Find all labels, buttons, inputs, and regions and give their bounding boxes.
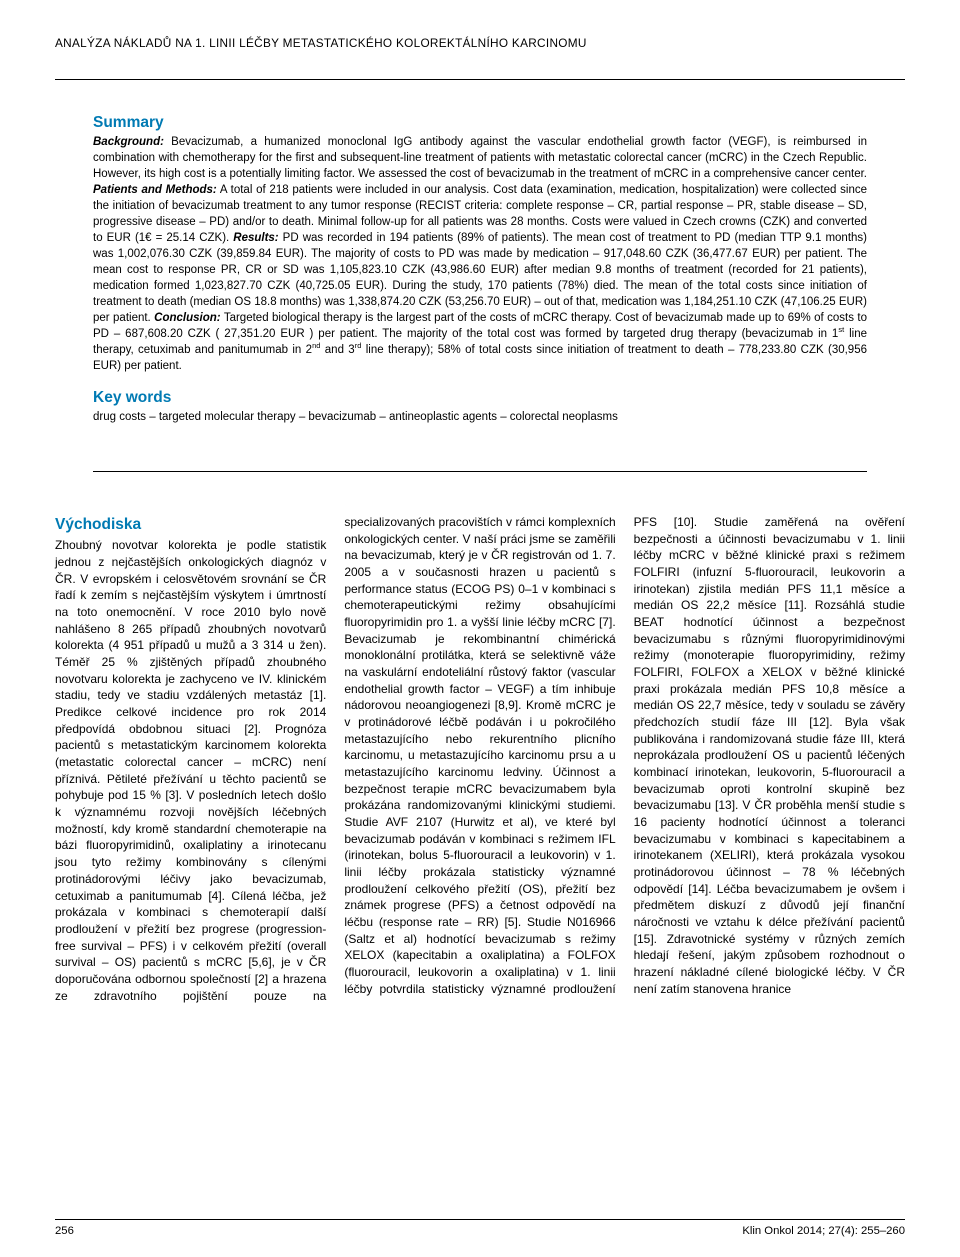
summary-box: Summary Background: Bevacizumab, a human…: [55, 92, 905, 449]
page-footer: 256 Klin Onkol 2014; 27(4): 255–260: [55, 1219, 905, 1237]
summary-title: Summary: [93, 114, 867, 132]
footer-row: 256 Klin Onkol 2014; 27(4): 255–260: [55, 1225, 905, 1237]
summary-rule: [93, 471, 867, 472]
keywords-text: drug costs – targeted molecular therapy …: [93, 409, 867, 425]
body-columns: Východiska Zhoubný novotvar kolorekta je…: [55, 514, 905, 1004]
running-head: ANALÝZA NÁKLADŮ NA 1. LINII LÉČBY METAST…: [55, 36, 905, 50]
page: ANALÝZA NÁKLADŮ NA 1. LINII LÉČBY METAST…: [0, 0, 960, 1257]
top-rule: [55, 79, 905, 80]
summary-body: Background: Bevacizumab, a humanized mon…: [93, 135, 867, 375]
body-text: Zhoubný novotvar kolorekta je podle stat…: [55, 515, 905, 1003]
page-number: 256: [55, 1225, 74, 1237]
keywords-title: Key words: [93, 389, 867, 407]
section-title: Východiska: [55, 514, 326, 536]
footer-citation: Klin Onkol 2014; 27(4): 255–260: [742, 1225, 905, 1237]
footer-rule: [55, 1219, 905, 1220]
